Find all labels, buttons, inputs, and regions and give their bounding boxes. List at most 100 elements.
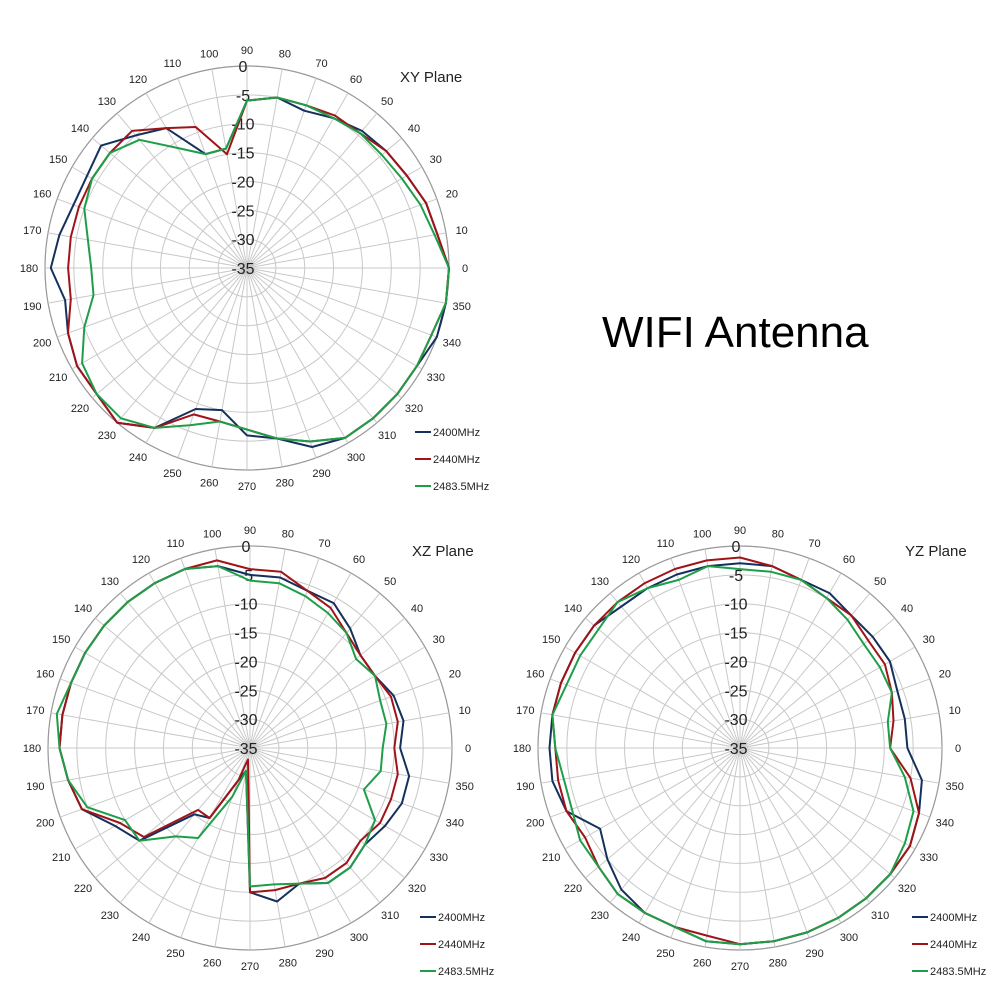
grid-spoke	[214, 747, 251, 948]
radial-tick-label: -20	[234, 654, 257, 671]
angle-tick-label: 40	[901, 603, 913, 615]
angle-tick-label: 100	[693, 528, 711, 540]
grid-spoke	[119, 747, 251, 904]
angle-tick-label: 350	[946, 781, 964, 793]
angle-tick-label: 10	[459, 705, 471, 717]
angle-tick-label: 40	[411, 603, 423, 615]
grid-spoke	[540, 712, 741, 749]
series-line	[81, 96, 450, 443]
angle-tick-label: 30	[923, 634, 935, 646]
angle-tick-label: 210	[52, 852, 70, 864]
grid-spoke	[249, 747, 381, 904]
radial-tick-label: -20	[724, 654, 747, 671]
grid-spoke	[180, 558, 251, 749]
angle-tick-label: 320	[405, 403, 423, 415]
angle-tick-label: 140	[564, 603, 582, 615]
legend-label: 2400MHz	[930, 912, 977, 924]
grid-spoke	[739, 747, 842, 924]
grid-spoke	[94, 747, 251, 879]
angle-tick-label: 260	[203, 958, 221, 970]
grid-spoke	[249, 747, 286, 948]
radial-tick-label: -5	[236, 88, 250, 105]
angle-tick-label: 220	[71, 403, 89, 415]
grid-spoke	[57, 198, 248, 269]
grid-spoke	[739, 548, 776, 749]
grid-spoke	[145, 92, 248, 269]
angle-tick-label: 220	[564, 883, 582, 895]
grid-spoke	[246, 267, 349, 444]
grid-spoke	[119, 592, 251, 749]
angle-tick-label: 200	[526, 818, 544, 830]
angle-tick-label: 290	[315, 948, 333, 960]
grid-spoke	[211, 68, 248, 269]
grid-spoke	[74, 747, 251, 850]
grid-spoke	[91, 137, 248, 269]
angle-tick-label: 140	[71, 123, 89, 135]
grid-spoke	[211, 267, 248, 468]
angle-tick-label: 210	[49, 372, 67, 384]
grid-spoke	[246, 267, 437, 338]
angle-tick-label: 80	[279, 48, 291, 60]
angle-tick-label: 80	[772, 528, 784, 540]
angle-tick-label: 100	[200, 48, 218, 60]
angle-tick-label: 300	[840, 932, 858, 944]
legend-label: 2483.5MHz	[438, 966, 494, 978]
angle-tick-label: 20	[449, 668, 461, 680]
grid-spoke	[739, 572, 842, 749]
grid-spoke	[50, 747, 251, 784]
angle-tick-label: 150	[49, 154, 67, 166]
angle-tick-label: 110	[167, 538, 185, 550]
radial-tick-label: -30	[234, 712, 257, 729]
grid-spoke	[47, 267, 248, 304]
grid-spoke	[249, 678, 440, 749]
angle-tick-label: 270	[731, 961, 749, 973]
legend: 2400MHz 2440MHz 2483.5MHz	[420, 912, 494, 978]
angle-tick-label: 130	[591, 576, 609, 588]
radial-tick-label: -35	[234, 741, 257, 758]
grid-spoke	[57, 267, 248, 338]
grid-spoke	[609, 592, 741, 749]
radial-tick-label: 0	[239, 59, 248, 76]
legend-label: 2400MHz	[438, 912, 485, 924]
angle-tick-label: 10	[456, 225, 468, 237]
angle-tick-label: 170	[516, 705, 534, 717]
grid-spoke	[246, 267, 403, 399]
yz-plane-chart: 0 10 20 30 40 50 60 70 80 90 100 110 120 130 140 150 160…	[513, 525, 986, 978]
angle-tick-label: 70	[318, 538, 330, 550]
angle-tick-label: 40	[408, 123, 420, 135]
grid-spoke	[670, 558, 741, 749]
chart-title: XZ Plane	[412, 543, 474, 560]
legend: 2400MHz 2440MHz 2483.5MHz	[415, 427, 489, 493]
angle-tick-label: 330	[920, 852, 938, 864]
angle-tick-label: 290	[312, 468, 330, 480]
grid-spoke	[670, 747, 741, 938]
angle-tick-label: 180	[23, 743, 41, 755]
radial-tick-label: -35	[231, 261, 254, 278]
radial-tick-label: 0	[242, 539, 251, 556]
angle-tick-label: 160	[33, 188, 51, 200]
angle-tick-label: 60	[353, 554, 365, 566]
grid-spoke	[246, 267, 283, 468]
radial-tick-label: -15	[234, 626, 257, 643]
radial-tick-label: -25	[234, 683, 257, 700]
grid-spoke	[739, 747, 896, 879]
angle-tick-label: 260	[693, 958, 711, 970]
grid-spoke	[71, 267, 248, 370]
grid-spoke	[704, 747, 741, 948]
angle-tick-label: 100	[203, 528, 221, 540]
grid-spoke	[249, 646, 426, 749]
angle-tick-label: 110	[657, 538, 675, 550]
grid-spoke	[609, 747, 741, 904]
radial-tick-label: -5	[729, 568, 743, 585]
grid-spoke	[249, 592, 381, 749]
angle-tick-label: 160	[526, 668, 544, 680]
grid-spoke	[550, 747, 741, 818]
grid-spoke	[739, 747, 810, 938]
grid-spoke	[214, 548, 251, 749]
grid-spoke	[739, 558, 810, 749]
angle-tick-label: 20	[939, 668, 951, 680]
angle-tick-label: 350	[453, 301, 471, 313]
grid-spoke	[249, 747, 406, 879]
angle-tick-label: 340	[936, 818, 954, 830]
